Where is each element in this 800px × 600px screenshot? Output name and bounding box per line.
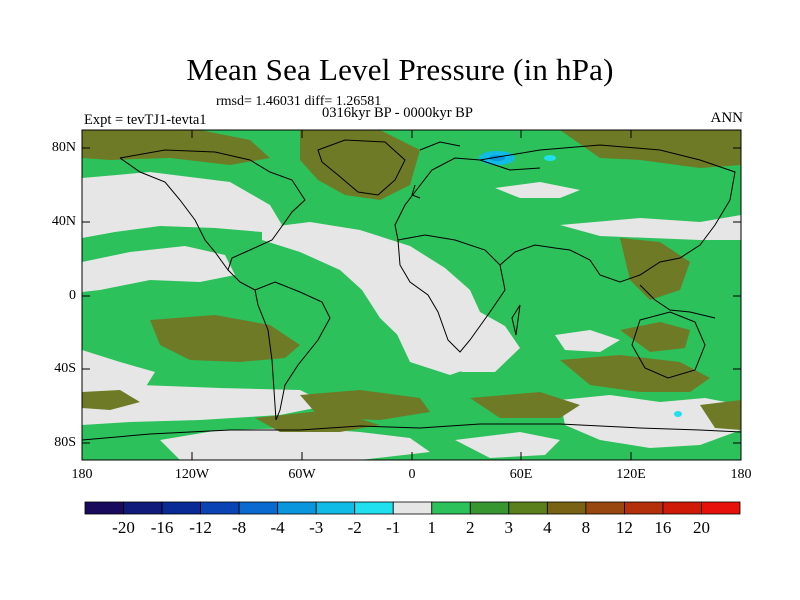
colorbar-label-0: -20 bbox=[112, 518, 135, 537]
coast-australia bbox=[631, 311, 706, 379]
x-label-180-right: 180 bbox=[730, 467, 752, 482]
colorbar-swatch-3 bbox=[200, 501, 240, 515]
colorbar-swatch-7 bbox=[354, 501, 394, 515]
olive-s-pacific bbox=[150, 315, 300, 362]
gray-north-atlantic bbox=[495, 182, 580, 198]
experiment-label: Expt = tevTJ1-tevta1 bbox=[84, 112, 207, 128]
colorbar-label-12: 8 bbox=[581, 518, 591, 537]
colorbar-label-4: -4 bbox=[270, 518, 285, 537]
colorbar-label-13: 12 bbox=[615, 518, 633, 537]
colorbar-label-6: -2 bbox=[347, 518, 362, 537]
olive-indian-south bbox=[560, 355, 710, 392]
x-label-60e: 60E bbox=[509, 467, 533, 482]
colorbar-swatch-9 bbox=[431, 501, 471, 515]
x-label-120w: 120W bbox=[174, 467, 210, 482]
axis-ticks bbox=[82, 130, 741, 460]
colorbar-swatch-5 bbox=[277, 501, 317, 515]
olive-greenland bbox=[300, 130, 420, 200]
colorbar-swatch-11 bbox=[508, 501, 548, 515]
colorbar-swatch-16 bbox=[701, 501, 741, 515]
colorbar-label-10: 3 bbox=[504, 518, 514, 537]
gray-antarctic-west bbox=[160, 428, 430, 460]
colorbar-label-5: -3 bbox=[309, 518, 324, 537]
olive-regions bbox=[82, 130, 741, 432]
colorbar-label-9: 2 bbox=[466, 518, 475, 537]
colorbar bbox=[84, 501, 741, 515]
gray-s-pacific bbox=[82, 350, 155, 395]
gray-regions bbox=[82, 172, 741, 460]
colorbar-swatch-14 bbox=[624, 501, 664, 515]
colorbar-swatch-1 bbox=[123, 501, 163, 515]
coast-europe bbox=[394, 157, 541, 241]
olive-australia-east bbox=[620, 322, 690, 352]
gray-sw-africa bbox=[395, 330, 470, 375]
map-title: Mean Sea Level Pressure (in hPa) bbox=[186, 52, 614, 87]
stats-label: rmsd= 1.46031 diff= 1.26581 bbox=[216, 94, 382, 109]
colorbar-swatch-15 bbox=[662, 501, 702, 515]
coast-africa bbox=[397, 234, 506, 353]
olive-south-mid bbox=[470, 392, 580, 418]
colorbar-label-8: 1 bbox=[427, 518, 437, 537]
colorbar-label-3: -8 bbox=[232, 518, 247, 537]
x-label-120e: 120E bbox=[616, 467, 646, 482]
gray-eq-pacific-north bbox=[82, 246, 235, 292]
coast-southeast-asia bbox=[639, 284, 716, 319]
coast-asia bbox=[479, 144, 736, 283]
colorbar-label-15: 20 bbox=[693, 518, 710, 537]
olive-se bbox=[700, 400, 741, 430]
olive-asia bbox=[620, 238, 690, 300]
gray-central-atlantic bbox=[262, 222, 520, 372]
x-label-180-left: 180 bbox=[71, 467, 93, 482]
coast-arctic-islands bbox=[419, 141, 461, 151]
olive-sw-pacific bbox=[82, 390, 140, 410]
gray-e-atlantic bbox=[560, 215, 741, 240]
blue-region-3 bbox=[544, 155, 556, 161]
y-label-80s: 80S bbox=[54, 435, 76, 450]
x-label-60w: 60W bbox=[288, 467, 316, 482]
colorbar-swatch-2 bbox=[161, 501, 201, 515]
colorbar-swatch-12 bbox=[546, 501, 587, 515]
x-label-0: 0 bbox=[408, 467, 416, 482]
colorbar-label-14: 16 bbox=[654, 518, 672, 537]
coast-south-america-west bbox=[254, 289, 277, 421]
gray-na-pacific bbox=[82, 172, 282, 238]
coast-uk bbox=[411, 184, 421, 199]
colorbar-label-11: 4 bbox=[543, 518, 552, 537]
y-label-40n: 40N bbox=[51, 214, 76, 229]
gray-south-ocean-east bbox=[560, 395, 741, 448]
colorbar-swatch-6 bbox=[315, 501, 356, 515]
coastlines bbox=[82, 139, 741, 441]
coast-north-america bbox=[119, 149, 306, 291]
gray-indian bbox=[555, 330, 620, 352]
season-label: ANN bbox=[710, 110, 744, 126]
colorbar-label-2: -12 bbox=[189, 518, 212, 537]
blue-regions bbox=[479, 151, 682, 417]
y-label-0: 0 bbox=[69, 288, 76, 303]
colorbar-swatch-0 bbox=[84, 501, 124, 515]
period-label: 0316kyr BP - 0000kyr BP bbox=[322, 105, 473, 121]
coast-south-america bbox=[254, 281, 331, 421]
colorbar-swatch-13 bbox=[585, 501, 625, 515]
coast-madagascar bbox=[511, 304, 521, 336]
coast-greenland bbox=[317, 139, 406, 196]
colorbar-swatch-8 bbox=[392, 501, 433, 515]
y-label-40s: 40S bbox=[54, 361, 76, 376]
colorbar-swatch-4 bbox=[238, 501, 279, 515]
colorbar-label-1: -16 bbox=[150, 518, 174, 537]
gray-antarctic-east bbox=[455, 432, 560, 458]
blue-region-4 bbox=[674, 411, 682, 417]
map-field bbox=[82, 130, 741, 460]
coast-antarctica bbox=[82, 423, 741, 441]
y-label-80n: 80N bbox=[51, 140, 76, 155]
gray-south-ocean-west bbox=[82, 385, 330, 425]
coast-north-america-west bbox=[119, 157, 229, 271]
colorbar-swatch-10 bbox=[469, 501, 510, 515]
colorbar-label-7: -1 bbox=[386, 518, 401, 537]
